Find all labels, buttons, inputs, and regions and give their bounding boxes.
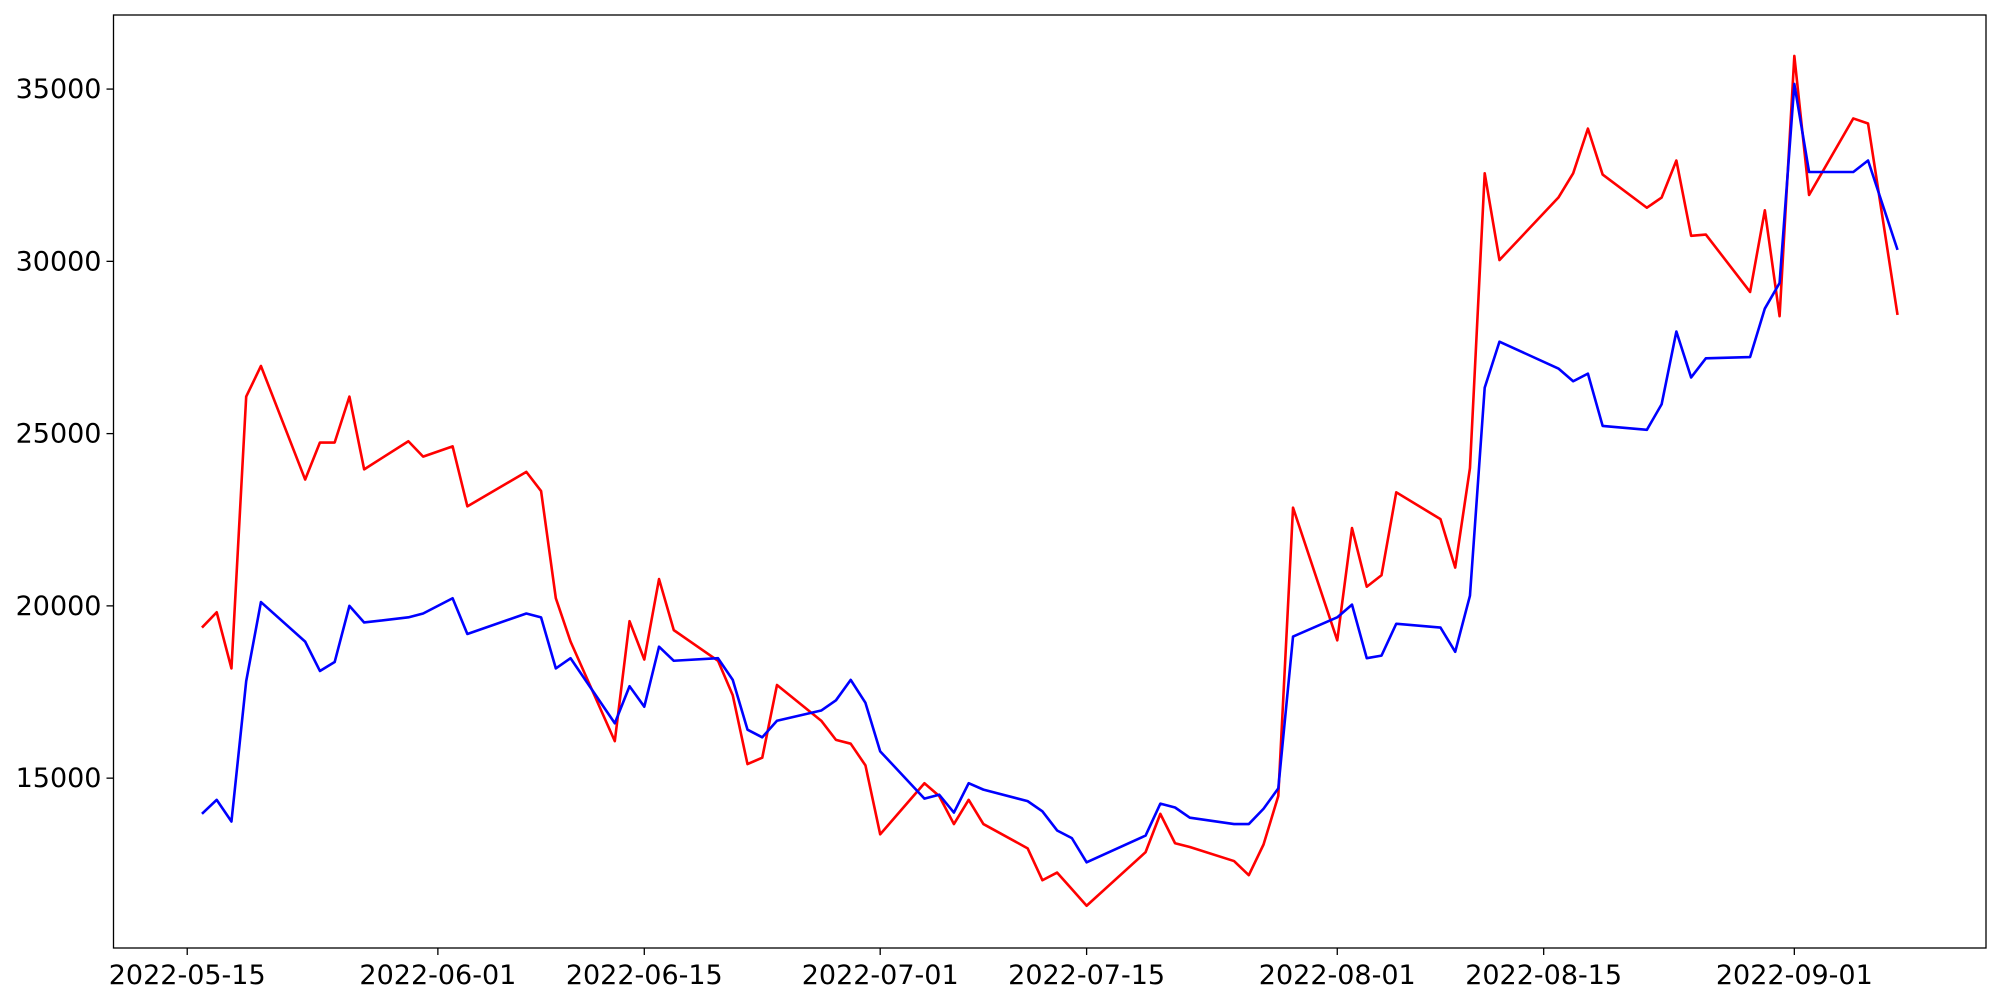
x-tick-label: 2022-06-15	[566, 960, 723, 991]
series-line	[201, 82, 1899, 864]
y-tick-label: 15000	[16, 763, 102, 794]
x-tick-label: 2022-09-01	[1716, 960, 1873, 991]
y-tick-label: 30000	[16, 246, 102, 277]
y-tick-label: 35000	[16, 74, 102, 105]
x-tick-label: 2022-08-15	[1465, 960, 1622, 991]
x-tick-label: 2022-07-01	[802, 960, 959, 991]
series-line	[201, 54, 1899, 908]
x-tick-label: 2022-05-15	[109, 960, 266, 991]
y-tick-label: 20000	[16, 591, 102, 622]
x-tick-label: 2022-06-01	[359, 960, 516, 991]
y-tick-label: 25000	[16, 419, 102, 450]
x-tick-label: 2022-07-15	[1008, 960, 1165, 991]
plot-frame	[112, 14, 1987, 949]
x-tick-label: 2022-08-01	[1259, 960, 1416, 991]
